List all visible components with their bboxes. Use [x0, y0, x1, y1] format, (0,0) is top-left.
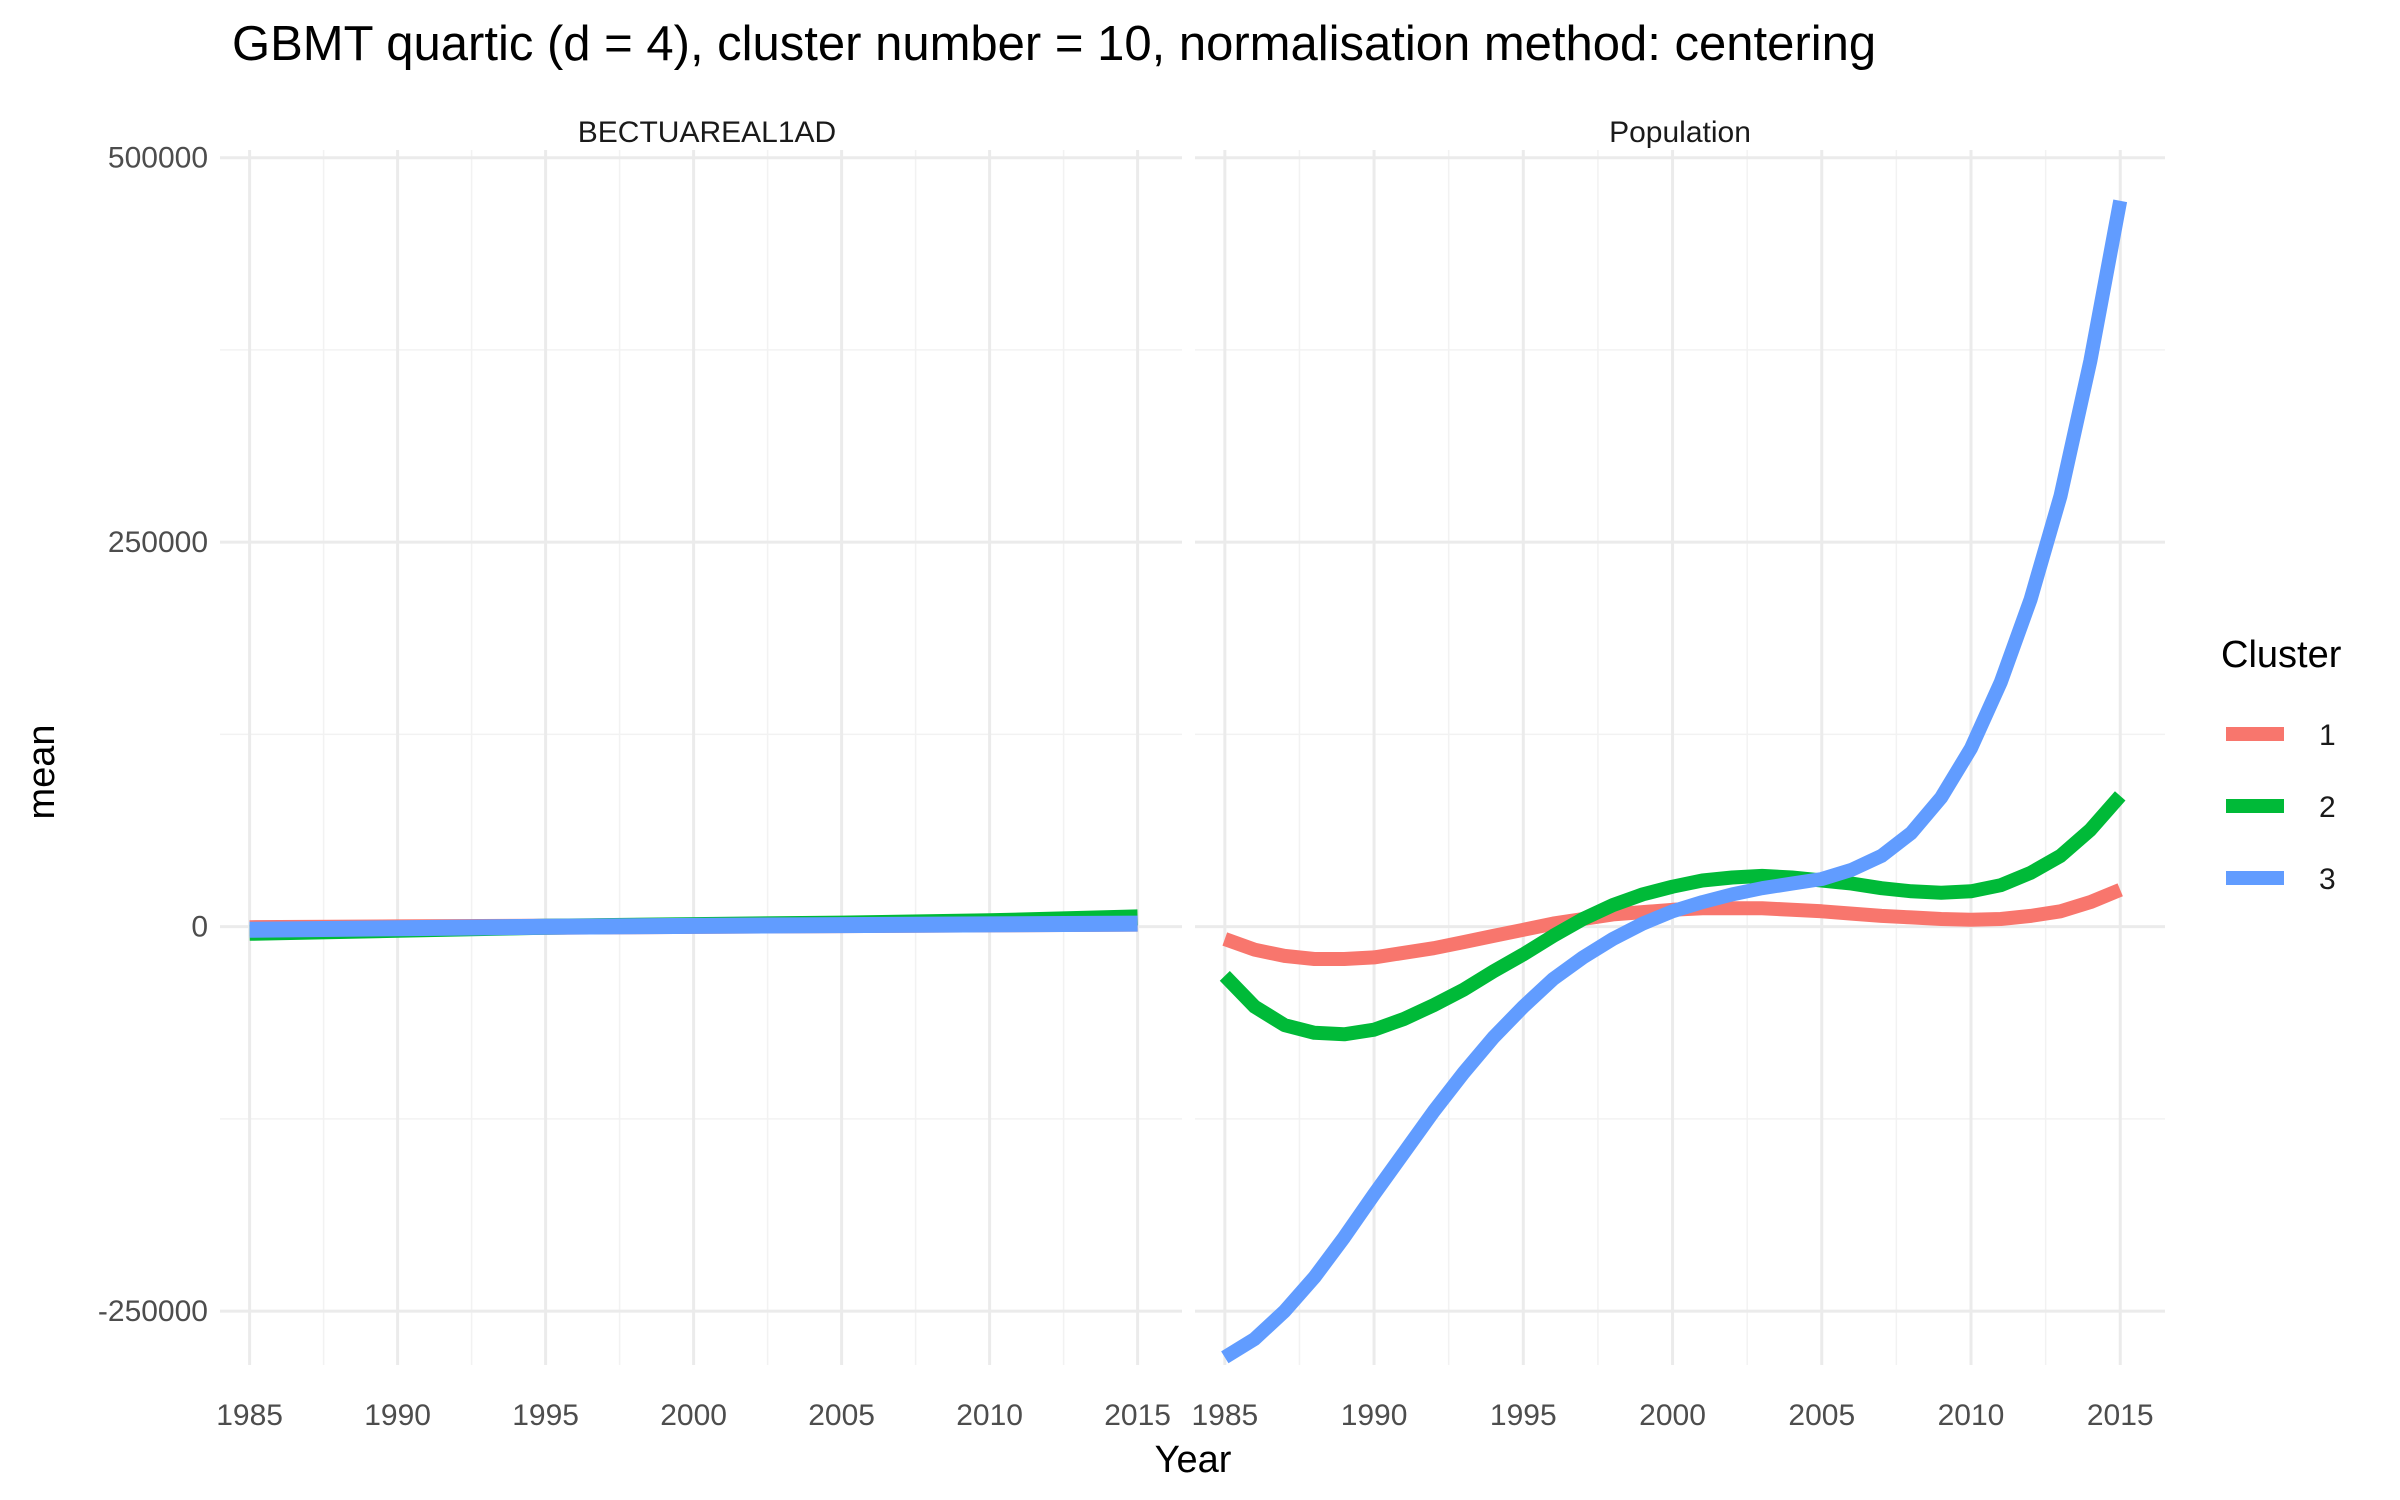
- series-line-cluster-3: [249, 915, 1138, 938]
- panel-2-series: [1219, 199, 2128, 1364]
- panel-strip-label-2: Population: [1609, 116, 1751, 149]
- legend-label-cluster-2: 2: [2319, 791, 2336, 824]
- legend-title: Cluster: [2221, 634, 2342, 676]
- x-tick-label: 2000: [1639, 1399, 1706, 1432]
- x-tick-label: 2000: [660, 1399, 727, 1432]
- legend-items: 1 2 3: [2226, 719, 2336, 896]
- x-tick-label: 1985: [216, 1399, 283, 1432]
- x-tick-label: 2005: [1788, 1399, 1855, 1432]
- chart-title: GBMT quartic (d = 4), cluster number = 1…: [232, 17, 1876, 71]
- x-tick-label: 2005: [808, 1399, 875, 1432]
- x-tick-label: 1985: [1191, 1399, 1258, 1432]
- x-tick-label: 2010: [956, 1399, 1023, 1432]
- y-tick-label: -250000: [98, 1295, 208, 1328]
- x-tick-label: 2010: [1938, 1399, 2005, 1432]
- legend-label-cluster-1: 1: [2319, 719, 2336, 752]
- y-axis-title: mean: [21, 724, 63, 819]
- panel-2-grid: [1195, 150, 2165, 1365]
- y-tick-label: 250000: [108, 526, 208, 559]
- y-tick-label: 500000: [108, 142, 208, 175]
- x-tick-label: 1990: [364, 1399, 431, 1432]
- panel-2-x-axis-tick-labels: 1985 1990 1995 2000 2005 2010 2015: [1191, 1399, 2153, 1432]
- series-line-cluster-3: [1221, 199, 2128, 1364]
- series-line-cluster-2: [1219, 791, 2126, 1042]
- x-tick-label: 1990: [1341, 1399, 1408, 1432]
- legend: Cluster 1 2 3: [2221, 634, 2342, 896]
- y-axis-tick-labels: -250000 0 250000 500000: [98, 142, 208, 1328]
- legend-label-cluster-3: 3: [2319, 863, 2336, 896]
- x-tick-label: 2015: [2087, 1399, 2154, 1432]
- panel-1-series: [249, 909, 1138, 941]
- x-tick-label: 1995: [512, 1399, 579, 1432]
- x-tick-label: 1995: [1490, 1399, 1557, 1432]
- panel-strip-label-1: BECTUAREAL1AD: [578, 116, 836, 149]
- x-axis-title: Year: [1155, 1439, 1232, 1481]
- x-tick-label: 2015: [1104, 1399, 1171, 1432]
- panel-1-x-axis-tick-labels: 1985 1990 1995 2000 2005 2010 2015: [216, 1399, 1171, 1432]
- y-tick-label: 0: [191, 911, 208, 944]
- panel-1-grid: [220, 150, 1182, 1365]
